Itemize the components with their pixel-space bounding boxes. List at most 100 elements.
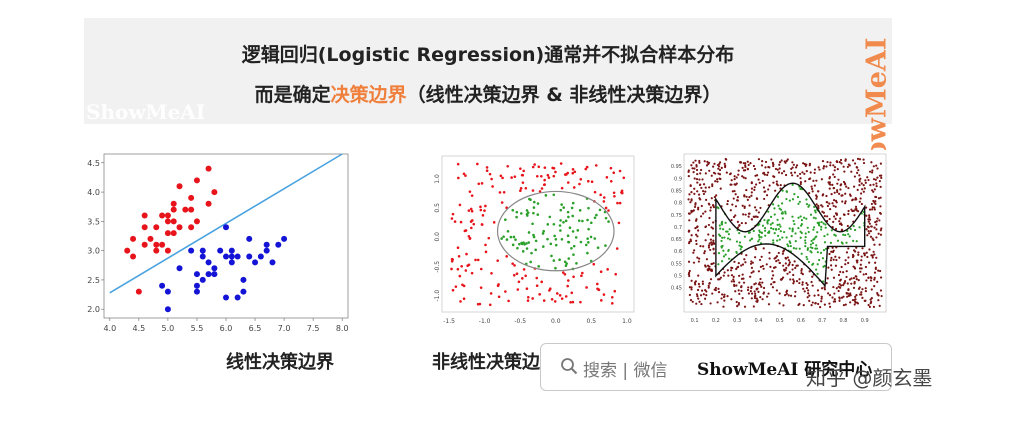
red-class-point bbox=[606, 268, 609, 271]
green-class-point bbox=[788, 199, 791, 202]
darkred-class-point bbox=[747, 212, 751, 215]
darkred-class-point bbox=[730, 218, 733, 222]
darkred-class-point bbox=[854, 205, 858, 208]
darkred-class-point bbox=[732, 275, 735, 278]
darkred-class-point bbox=[692, 251, 695, 254]
green-class-point bbox=[584, 243, 588, 247]
darkred-class-point bbox=[723, 299, 726, 302]
darkred-class-point bbox=[854, 298, 857, 301]
blue-class-point bbox=[252, 259, 259, 266]
green-class-point bbox=[847, 233, 850, 236]
darkred-class-point bbox=[696, 190, 699, 193]
red-class-point bbox=[540, 174, 543, 178]
red-class-point bbox=[504, 290, 507, 293]
darkred-class-point bbox=[864, 181, 867, 184]
green-class-point bbox=[766, 221, 769, 224]
green-class-point bbox=[824, 223, 827, 226]
darkred-class-point bbox=[820, 300, 823, 303]
darkred-class-point bbox=[765, 263, 768, 266]
darkred-class-point bbox=[714, 180, 717, 183]
darkred-class-point bbox=[850, 208, 853, 211]
darkred-class-point bbox=[692, 261, 696, 264]
darkred-class-point bbox=[839, 286, 842, 289]
darkred-class-point bbox=[873, 278, 876, 281]
red-class-point bbox=[554, 170, 557, 174]
darkred-class-point bbox=[805, 170, 808, 173]
red-class-point bbox=[562, 271, 565, 274]
red-class-point bbox=[450, 217, 454, 220]
x-tick-label: -1.0 bbox=[479, 318, 491, 325]
x-tick-label: 0.5 bbox=[776, 318, 784, 324]
green-class-point bbox=[502, 235, 505, 238]
green-class-point bbox=[791, 230, 794, 233]
red-class-point bbox=[566, 181, 570, 184]
y-tick-label: 0.95 bbox=[671, 164, 682, 170]
darkred-class-point bbox=[719, 276, 722, 279]
darkred-class-point bbox=[707, 284, 710, 288]
blue-class-point bbox=[240, 288, 247, 295]
darkred-class-point bbox=[693, 281, 697, 284]
darkred-class-point bbox=[872, 250, 875, 253]
green-class-point bbox=[548, 215, 552, 219]
darkred-class-point bbox=[699, 245, 702, 248]
darkred-class-point bbox=[832, 258, 835, 261]
darkred-class-point bbox=[846, 282, 849, 285]
red-class-point bbox=[205, 165, 212, 172]
darkred-class-point bbox=[785, 292, 788, 296]
darkred-class-point bbox=[845, 292, 848, 295]
green-class-point bbox=[778, 223, 781, 226]
green-class-point bbox=[829, 241, 833, 244]
red-class-point bbox=[604, 206, 608, 210]
green-class-point bbox=[748, 231, 751, 234]
darkred-class-point bbox=[709, 206, 712, 209]
darkred-class-point bbox=[862, 161, 866, 165]
darkred-class-point bbox=[693, 167, 696, 170]
green-class-point bbox=[571, 214, 575, 218]
red-class-point bbox=[560, 297, 564, 300]
darkred-class-point bbox=[775, 180, 778, 183]
darkred-class-point bbox=[804, 180, 807, 183]
darkred-class-point bbox=[828, 252, 831, 256]
green-class-point bbox=[586, 237, 589, 240]
darkred-class-point bbox=[870, 297, 873, 300]
green-class-point bbox=[779, 230, 782, 233]
darkred-class-point bbox=[747, 286, 750, 289]
darkred-class-point bbox=[812, 179, 815, 183]
darkred-class-point bbox=[858, 184, 861, 187]
darkred-class-point bbox=[740, 264, 743, 267]
darkred-class-point bbox=[833, 292, 836, 295]
y-tick-label: 0.0 bbox=[434, 232, 441, 242]
blue-class-point bbox=[223, 224, 229, 231]
darkred-class-point bbox=[870, 171, 874, 174]
y-tick-label: 4.5 bbox=[87, 159, 100, 168]
green-class-point bbox=[797, 226, 800, 230]
green-class-point bbox=[558, 224, 562, 227]
darkred-class-point bbox=[690, 191, 693, 194]
darkred-class-point bbox=[846, 295, 849, 298]
red-class-point bbox=[553, 300, 557, 303]
green-class-point bbox=[721, 220, 724, 223]
darkred-class-point bbox=[759, 265, 762, 269]
darkred-class-point bbox=[734, 214, 737, 217]
green-class-point bbox=[814, 236, 817, 239]
darkred-class-point bbox=[863, 254, 866, 257]
green-class-point bbox=[791, 198, 795, 201]
darkred-class-point bbox=[834, 205, 837, 208]
green-class-point bbox=[546, 223, 550, 226]
green-class-point bbox=[560, 237, 564, 241]
darkred-class-point bbox=[875, 223, 878, 226]
darkred-class-point bbox=[878, 211, 882, 215]
green-class-point bbox=[530, 251, 533, 255]
darkred-class-point bbox=[725, 171, 728, 174]
red-class-point bbox=[602, 200, 606, 203]
darkred-class-point bbox=[844, 158, 847, 161]
green-class-point bbox=[724, 221, 727, 224]
green-class-point bbox=[504, 218, 507, 222]
darkred-class-point bbox=[849, 301, 852, 304]
darkred-class-point bbox=[832, 199, 836, 202]
red-class-point bbox=[193, 218, 200, 225]
blue-class-point bbox=[263, 241, 270, 248]
darkred-class-point bbox=[877, 299, 880, 302]
search-bar[interactable]: 搜索 | 微信 ShowMeAI 研究中心 bbox=[540, 343, 892, 391]
darkred-class-point bbox=[851, 199, 854, 202]
